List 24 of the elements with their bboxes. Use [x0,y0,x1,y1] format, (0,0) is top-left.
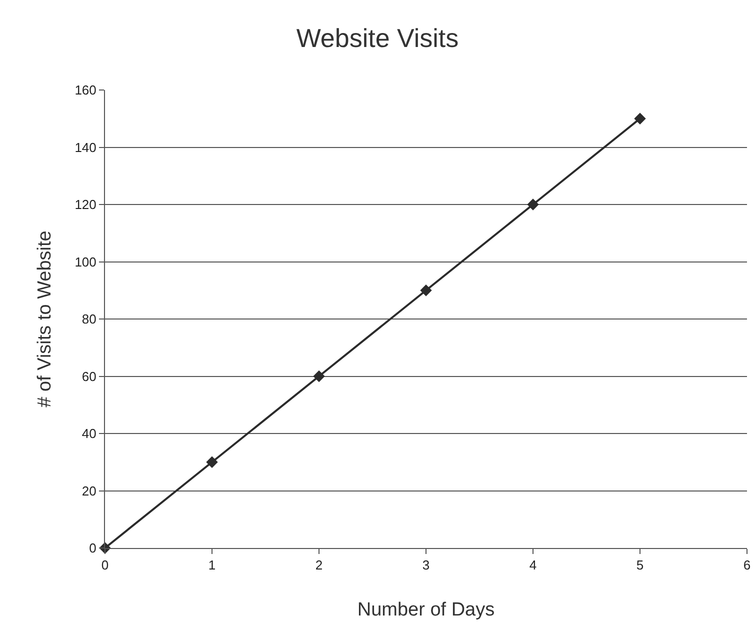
y-tick-label: 40 [82,426,96,442]
x-tick-label: 2 [315,558,323,573]
x-tick-label: 3 [422,558,430,573]
point [313,370,325,382]
y-axis-title: # of Visits to Website [34,230,56,408]
point [420,284,432,296]
y-tick-label: 100 [74,254,96,270]
point [634,112,646,124]
point [527,198,539,210]
x-axis-title: Number of Days [357,599,495,620]
y-tick-label: 0 [89,540,96,556]
y-tick-label: 160 [74,82,96,98]
x-tick-label: 4 [529,558,537,573]
x-tick-label: 6 [743,558,751,573]
point [206,456,218,468]
y-tick-label: 120 [74,197,96,212]
x-tick-label: 5 [636,558,644,573]
y-tick-label: 60 [82,368,96,384]
x-tick-label: 0 [101,558,109,573]
x-tick-label: 1 [208,558,216,573]
y-tick-label: 20 [82,483,96,498]
y-tick-label: 140 [74,140,96,155]
y-tick-label: 80 [82,312,96,327]
chart-title: Website Visits [296,23,459,54]
